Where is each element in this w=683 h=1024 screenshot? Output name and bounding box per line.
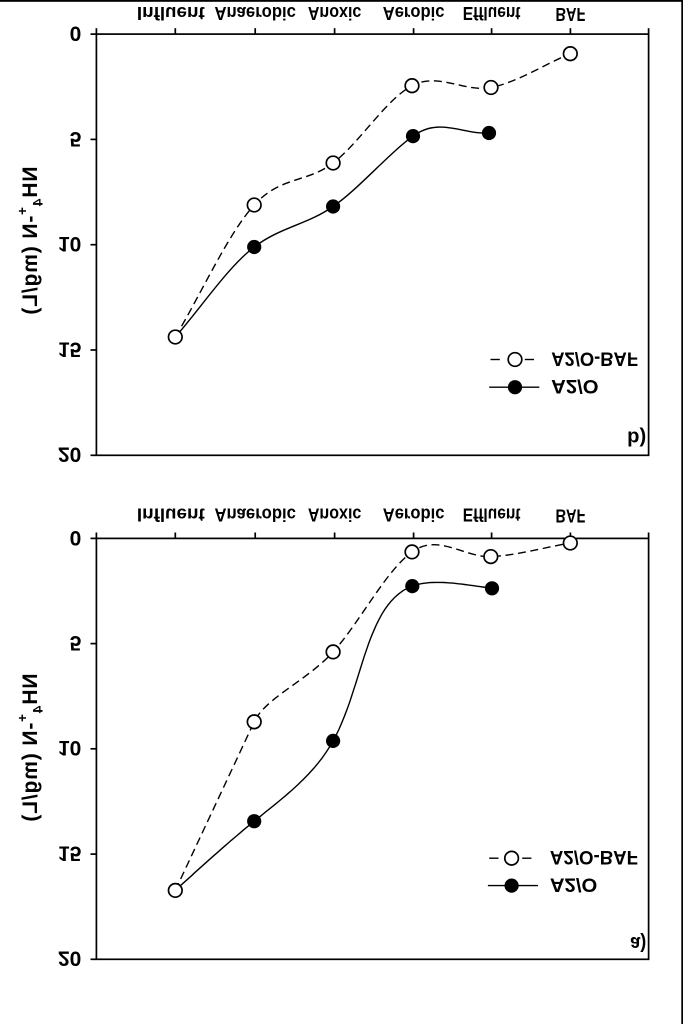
svg-text:Anoxic: Anoxic: [308, 3, 362, 23]
svg-text:NH4+-N (mg/L): NH4+-N (mg/L): [15, 674, 46, 823]
svg-text:A2/O-BAF: A2/O-BAF: [550, 846, 638, 867]
svg-text:5: 5: [70, 631, 82, 654]
svg-text:20: 20: [58, 443, 81, 466]
svg-text:Anoxic: Anoxic: [308, 505, 362, 525]
svg-text:A2/O-BAF: A2/O-BAF: [551, 348, 638, 369]
svg-text:0: 0: [70, 22, 82, 45]
svg-text:Aerobic: Aerobic: [383, 3, 445, 23]
svg-text:Anaerobic: Anaerobic: [214, 505, 296, 525]
svg-text:BAF: BAF: [555, 4, 585, 24]
svg-text:b): b): [627, 427, 646, 449]
svg-text:Effluent: Effluent: [463, 3, 521, 23]
svg-text:A2/O: A2/O: [551, 375, 598, 396]
svg-text:5: 5: [70, 127, 82, 150]
svg-text:10: 10: [58, 232, 81, 255]
svg-text:Aerobic: Aerobic: [383, 505, 445, 525]
svg-text:20: 20: [58, 947, 81, 970]
svg-text:a): a): [630, 932, 646, 954]
svg-text:15: 15: [58, 842, 82, 865]
svg-text:Influent: Influent: [137, 3, 205, 23]
svg-text:Effluent: Effluent: [463, 505, 521, 525]
svg-text:A2/O: A2/O: [550, 874, 597, 895]
svg-text:Influent: Influent: [137, 505, 205, 525]
svg-text:BAF: BAF: [555, 506, 585, 526]
svg-text:Anaerobic: Anaerobic: [214, 3, 296, 23]
svg-text:NH4+-N (mg/L): NH4+-N (mg/L): [15, 167, 46, 316]
svg-text:10: 10: [58, 736, 81, 759]
svg-text:0: 0: [70, 526, 82, 549]
svg-text:15: 15: [58, 337, 82, 360]
